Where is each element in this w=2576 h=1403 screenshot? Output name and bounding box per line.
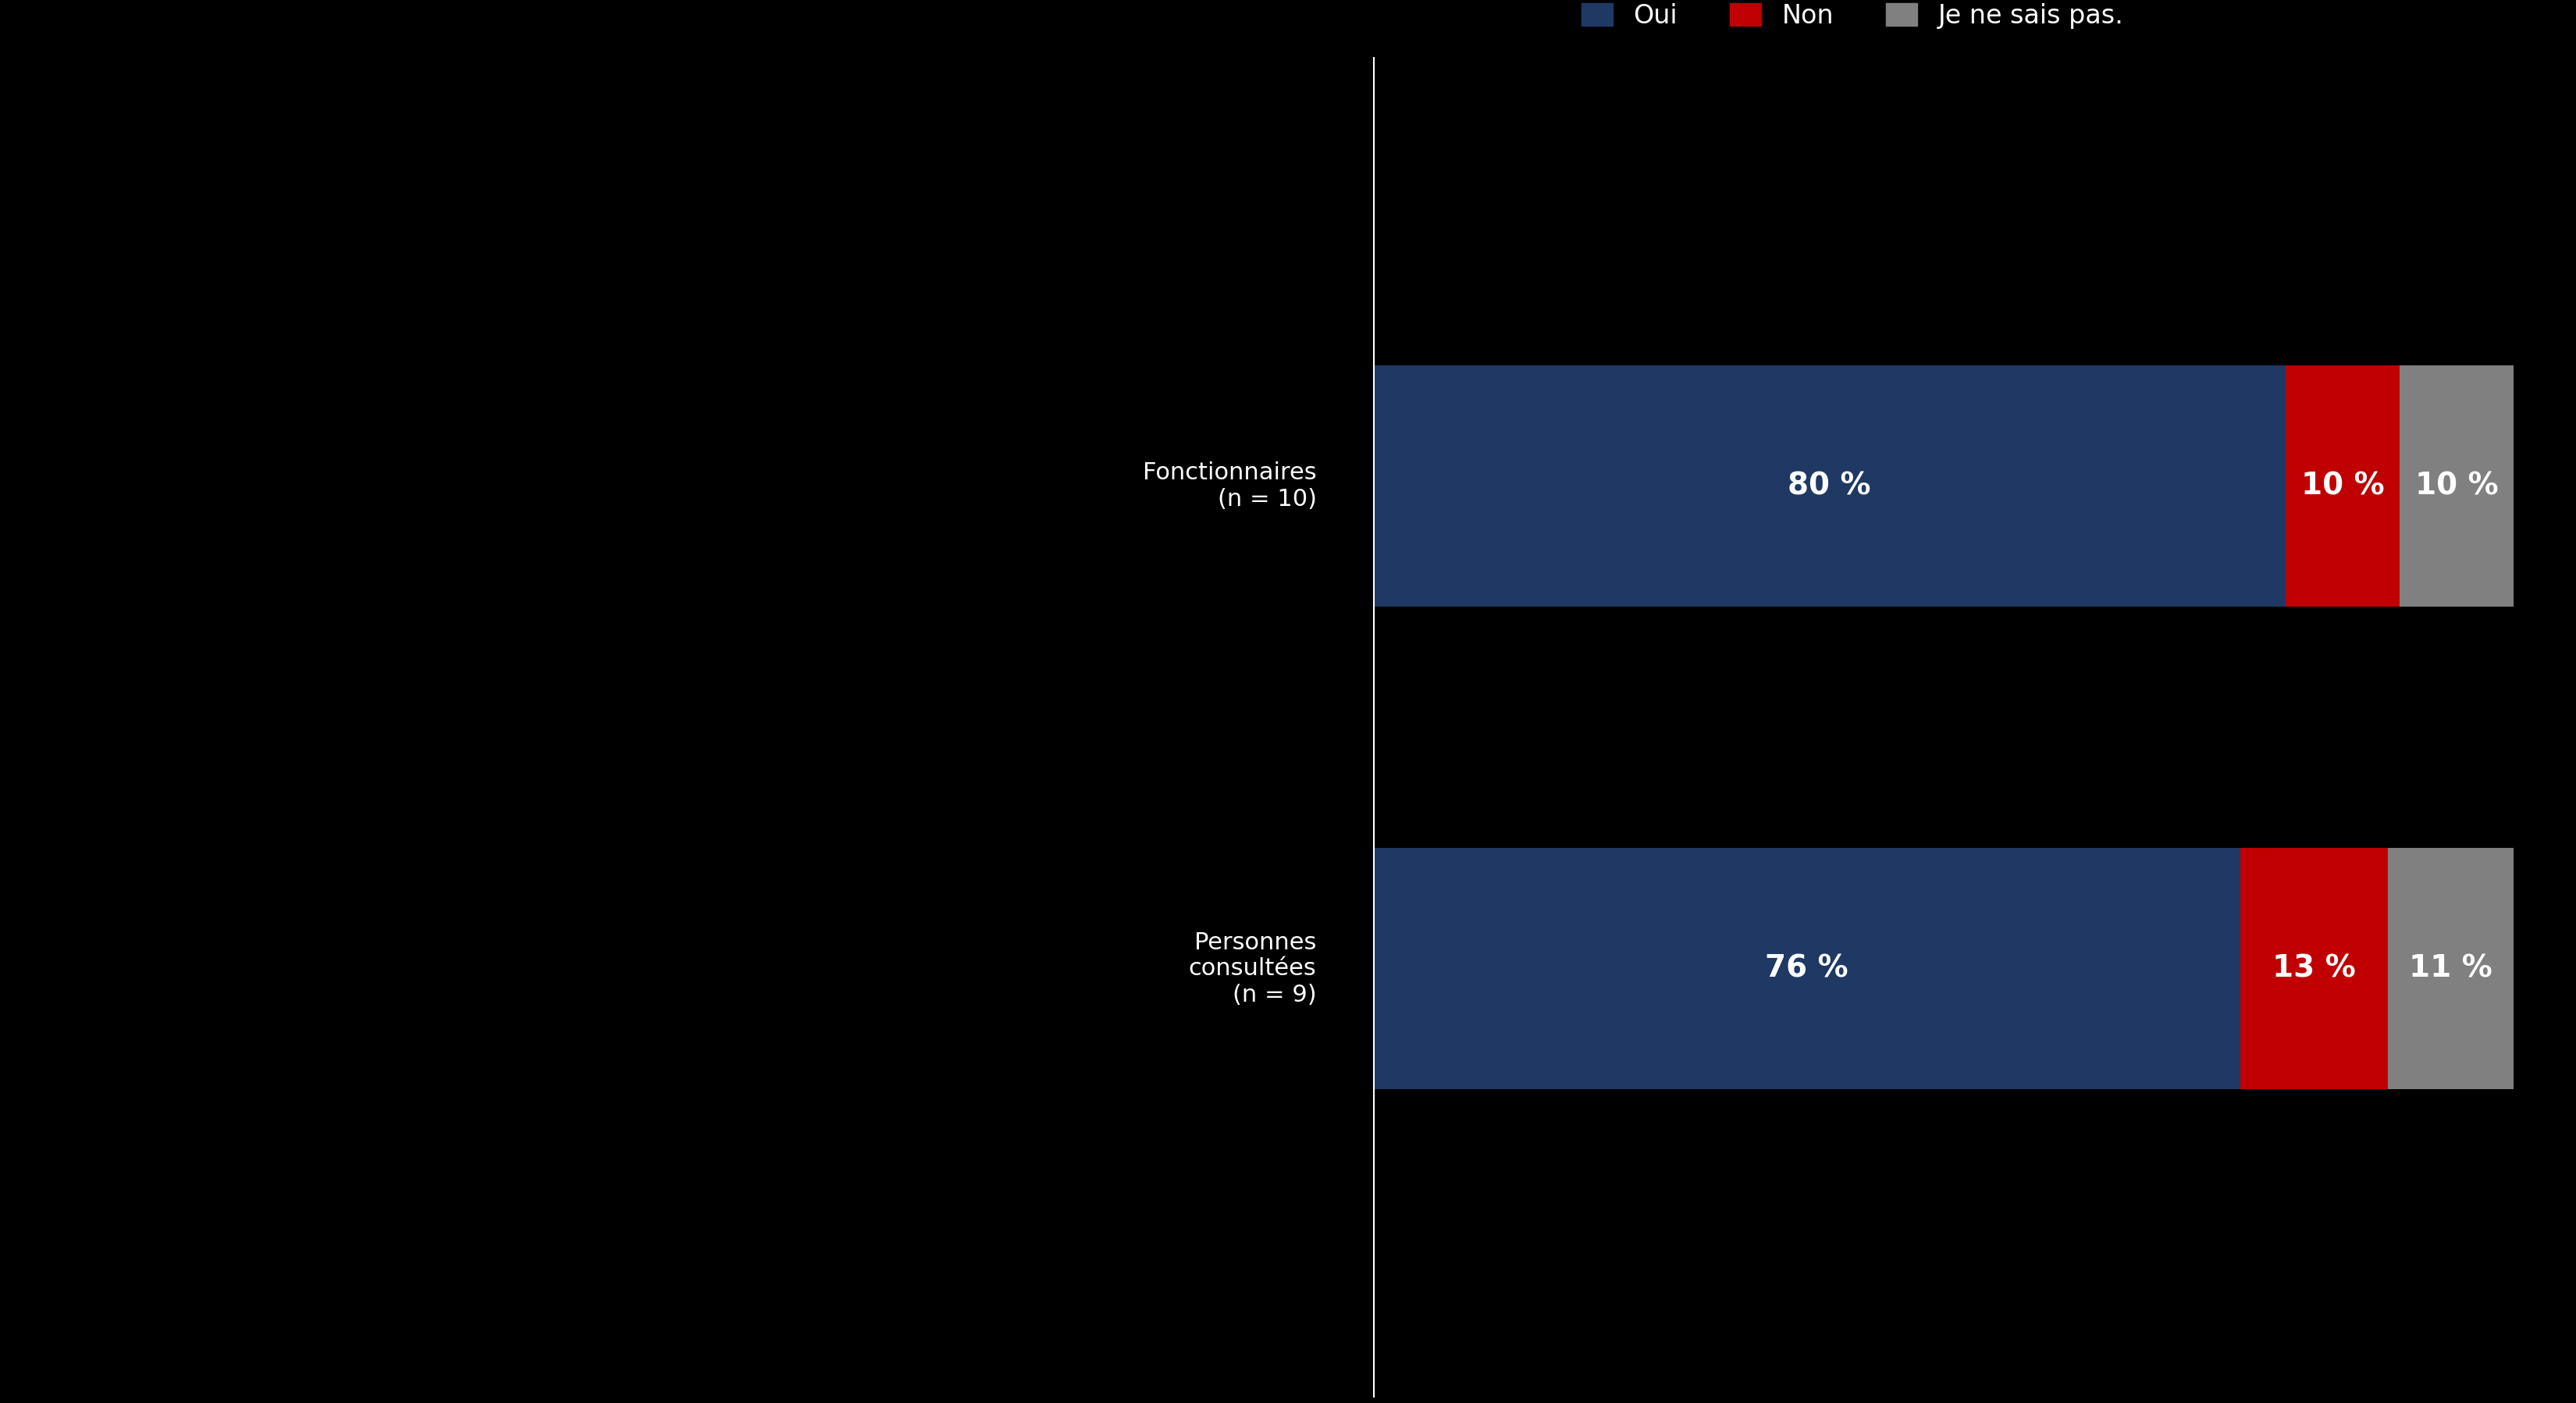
Bar bbox=[2401, 366, 2514, 606]
Text: 76 %: 76 % bbox=[1765, 954, 1850, 984]
Text: 80 %: 80 % bbox=[1788, 471, 1870, 501]
Text: 10 %: 10 % bbox=[2300, 471, 2385, 501]
Text: 11 %: 11 % bbox=[2409, 954, 2494, 984]
Bar bbox=[2285, 366, 2401, 606]
Text: Personnes
consultées
(n = 9): Personnes consultées (n = 9) bbox=[1188, 932, 1316, 1006]
Legend: Oui, Non, Je ne sais pas.: Oui, Non, Je ne sais pas. bbox=[1569, 0, 2136, 42]
Text: 13 %: 13 % bbox=[2272, 954, 2354, 984]
Text: 10 %: 10 % bbox=[2414, 471, 2499, 501]
Text: Fonctionnaires
(n = 10): Fonctionnaires (n = 10) bbox=[1144, 462, 1316, 511]
Bar bbox=[1373, 847, 2241, 1089]
Bar bbox=[2388, 847, 2514, 1089]
Bar bbox=[1373, 366, 2285, 606]
Bar bbox=[2241, 847, 2388, 1089]
